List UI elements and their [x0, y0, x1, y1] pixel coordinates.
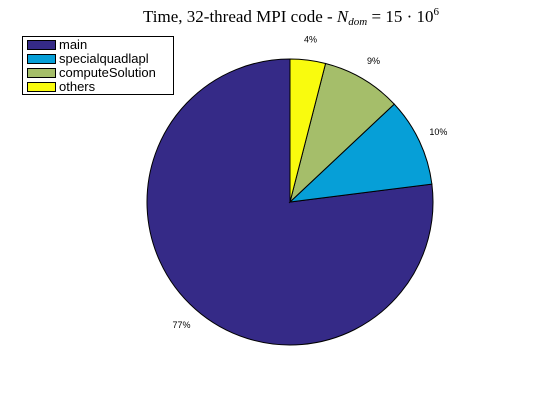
- legend-item-specialquadlapl: specialquadlapl: [27, 52, 173, 66]
- slice-label-others: 4%: [304, 34, 317, 44]
- title-variable-subscript: dom: [348, 16, 368, 28]
- legend-item-computesolution: computeSolution: [27, 66, 173, 80]
- legend: main specialquadlapl computeSolution oth…: [22, 36, 174, 95]
- pie-slice-specialquadlapl: [288, 103, 433, 203]
- title-prefix: Time, 32-thread MPI code -: [143, 7, 337, 26]
- chart-title: Time, 32-thread MPI code - Ndom = 15 · 1…: [143, 6, 439, 28]
- title-variable: N: [336, 7, 349, 26]
- title-exponent: 6: [433, 6, 439, 18]
- title-rhs: 15 · 10: [385, 7, 434, 26]
- slice-label-main: 77%: [173, 320, 191, 330]
- pie-slice-computesolution: [289, 62, 395, 204]
- legend-item-others: others: [27, 80, 173, 94]
- pie-slice-others: [289, 58, 327, 203]
- legend-label-specialquadlapl: specialquadlapl: [59, 51, 149, 66]
- legend-swatch-others: [27, 82, 56, 92]
- legend-swatch-main: [27, 40, 56, 50]
- slice-label-specialquadlapl: 10%: [429, 127, 447, 137]
- legend-item-main: main: [27, 38, 173, 52]
- pie-slice-main: [146, 58, 434, 346]
- legend-label-computesolution: computeSolution: [59, 65, 156, 80]
- legend-swatch-specialquadlapl: [27, 54, 56, 64]
- legend-label-main: main: [59, 37, 88, 52]
- legend-swatch-computesolution: [27, 68, 56, 78]
- slice-label-computesolution: 9%: [367, 56, 380, 66]
- legend-label-others: others: [59, 79, 96, 94]
